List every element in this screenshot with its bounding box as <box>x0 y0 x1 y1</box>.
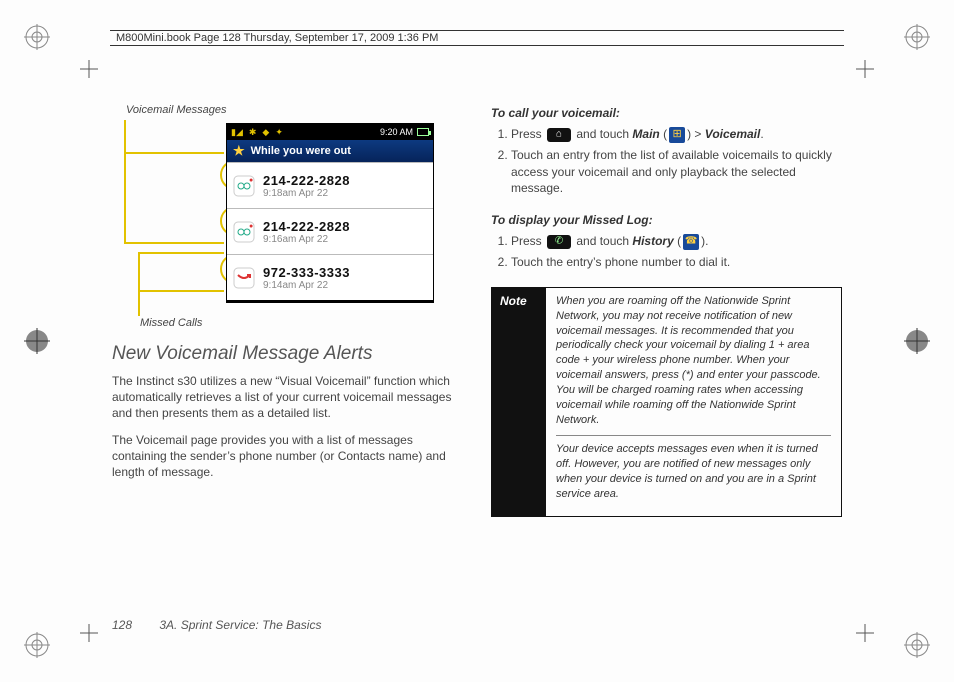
subheading: To call your voicemail: <box>491 106 842 120</box>
body-paragraph: The Instinct s30 utilizes a new “Visual … <box>112 373 463 422</box>
right-column: To call your voicemail: Press and touch … <box>491 104 842 622</box>
page-footer: 128 3A. Sprint Service: The Basics <box>112 618 321 632</box>
row-number: 214-222-2828 <box>263 219 350 234</box>
note-divider <box>556 435 831 436</box>
phone-titlebar: ★ While you were out <box>227 140 433 162</box>
row-timestamp: 9:16am Apr 22 <box>263 234 350 245</box>
registration-mark-icon <box>24 632 50 658</box>
registration-mark-icon <box>904 24 930 50</box>
phone-figure: ▮◢ ✱ ◆ ✦ 9:20 AM ★ While you were out <box>124 118 434 313</box>
voicemail-badge-icon: ● <box>231 219 257 245</box>
step-item: Press and touch History (). <box>511 233 842 250</box>
row-number: 214-222-2828 <box>263 173 350 188</box>
phone-statusbar: ▮◢ ✱ ◆ ✦ 9:20 AM <box>227 124 433 140</box>
missed-call-row: 972-333-3333 9:14am Apr 22 <box>227 254 433 300</box>
missed-calls-label: Missed Calls <box>140 317 463 329</box>
bluetooth-icon: ✱ <box>249 127 257 138</box>
status-time: 9:20 AM <box>380 127 413 137</box>
row-timestamp: 9:14am Apr 22 <box>263 280 350 291</box>
status-dot-icon: ✦ <box>275 127 283 138</box>
note-label: Note <box>492 288 546 516</box>
phone-screenshot: ▮◢ ✱ ◆ ✦ 9:20 AM ★ While you were out <box>226 123 434 303</box>
registration-mark-icon <box>904 632 930 658</box>
page-number: 128 <box>112 618 132 632</box>
registration-mark-icon <box>904 328 930 354</box>
voicemail-badge-icon: ● <box>231 173 257 199</box>
signal-icon: ▮◢ <box>231 127 243 138</box>
steps-list: Press and touch History (). Touch the en… <box>491 233 842 275</box>
missed-call-badge-icon <box>231 265 257 291</box>
note-paragraph: When you are roaming off the Nationwide … <box>556 294 831 428</box>
status-icons: ▮◢ ✱ ◆ ✦ <box>231 127 283 138</box>
left-column: Voicemail Messages ▮◢ ✱ ◆ ✦ <box>112 104 463 622</box>
star-icon: ★ <box>233 143 245 159</box>
crop-mark-icon <box>856 624 874 642</box>
main-menu-icon <box>669 127 685 143</box>
crop-mark-icon <box>80 624 98 642</box>
voicemail-row: ● 214-222-2828 9:16am Apr 22 <box>227 208 433 254</box>
subheading: To display your Missed Log: <box>491 213 842 227</box>
note-box: Note When you are roaming off the Nation… <box>491 287 842 517</box>
crop-mark-icon <box>856 60 874 78</box>
status-dot-icon: ◆ <box>262 127 269 138</box>
step-item: Press and touch Main () > Voicemail. <box>511 126 842 143</box>
note-paragraph: Your device accepts messages even when i… <box>556 442 831 501</box>
talk-key-icon <box>547 235 571 249</box>
registration-mark-icon <box>24 24 50 50</box>
page: M800Mini.book Page 128 Thursday, Septemb… <box>0 0 954 682</box>
svg-text:●: ● <box>249 223 253 230</box>
home-key-icon <box>547 128 571 142</box>
callout-bracket-missed <box>138 252 224 292</box>
steps-list: Press and touch Main () > Voicemail. Tou… <box>491 126 842 201</box>
page-header: M800Mini.book Page 128 Thursday, Septemb… <box>110 30 844 46</box>
note-text: When you are roaming off the Nationwide … <box>546 288 841 516</box>
callout-bracket-voicemail <box>124 152 224 244</box>
phone-title: While you were out <box>251 145 351 157</box>
crop-mark-icon <box>80 60 98 78</box>
voicemail-row: ● 214-222-2828 9:18am Apr 22 <box>227 162 433 208</box>
body-paragraph: The Voicemail page provides you with a l… <box>112 432 463 481</box>
svg-text:●: ● <box>249 177 253 184</box>
step-item: Touch an entry from the list of availabl… <box>511 147 842 197</box>
header-text: M800Mini.book Page 128 Thursday, Septemb… <box>116 32 438 44</box>
row-number: 972-333-3333 <box>263 265 350 280</box>
content: Voicemail Messages ▮◢ ✱ ◆ ✦ <box>112 104 842 622</box>
history-menu-icon <box>683 234 699 250</box>
section-heading: New Voicemail Message Alerts <box>112 343 463 365</box>
registration-mark-icon <box>24 328 50 354</box>
voicemail-messages-label: Voicemail Messages <box>126 104 463 116</box>
section-title: 3A. Sprint Service: The Basics <box>159 618 321 632</box>
battery-icon <box>417 128 429 136</box>
row-timestamp: 9:18am Apr 22 <box>263 188 350 199</box>
step-item: Touch the entry’s phone number to dial i… <box>511 254 842 271</box>
